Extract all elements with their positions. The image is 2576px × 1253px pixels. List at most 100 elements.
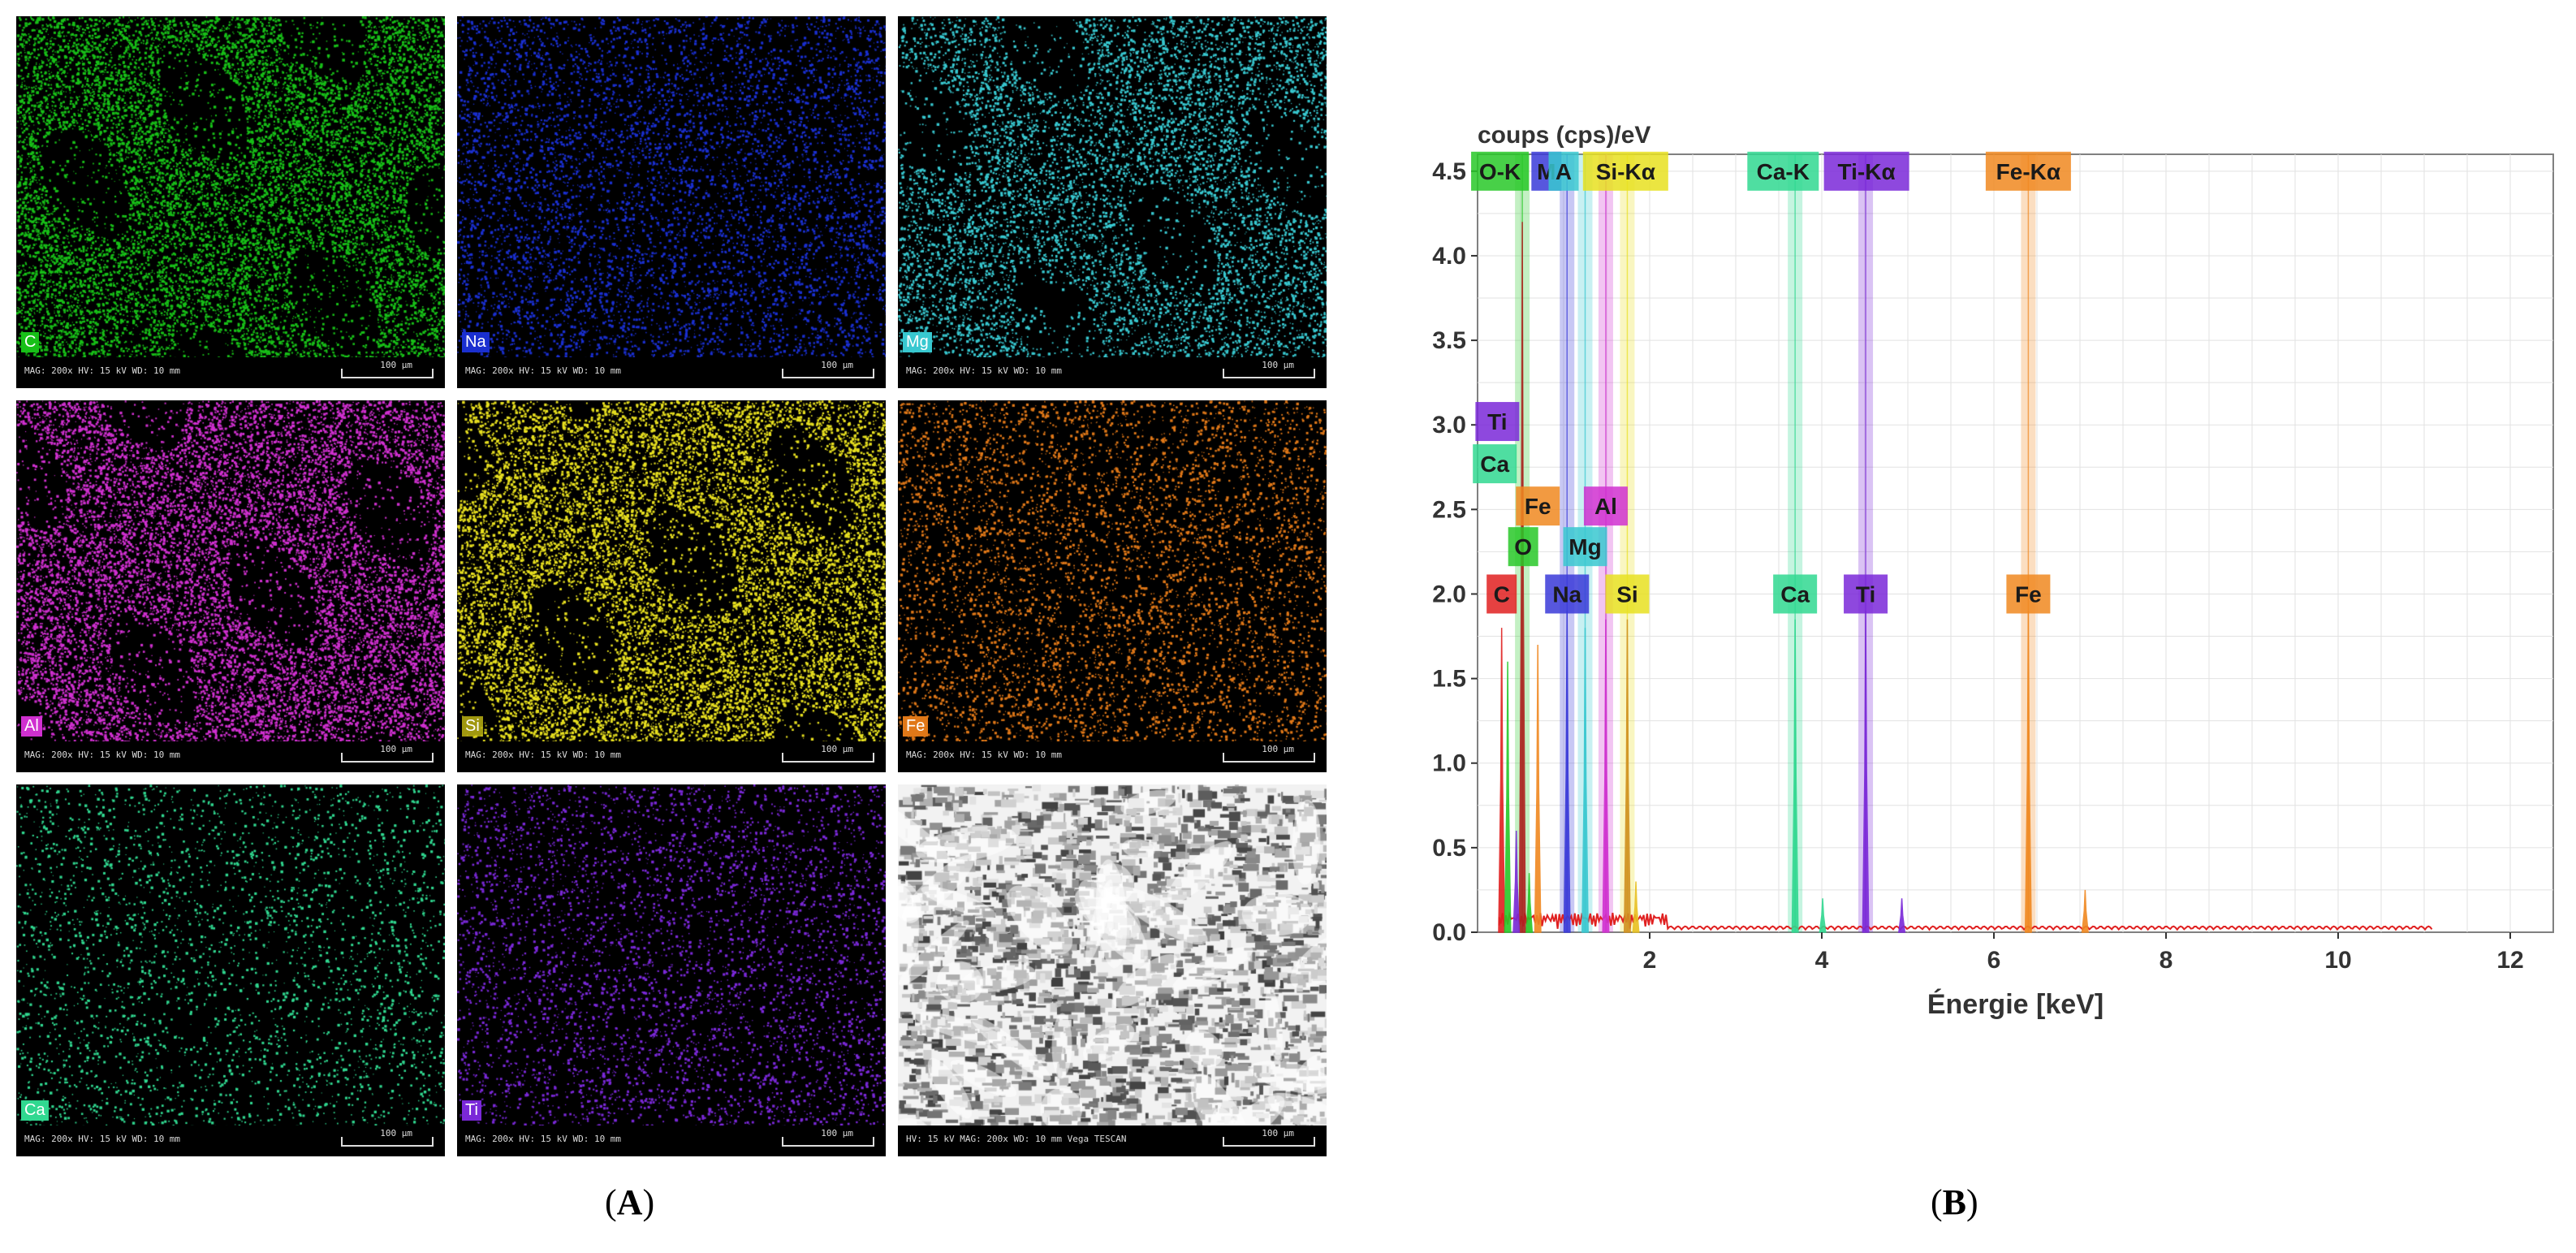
line-label-box	[1823, 151, 1909, 191]
line-label-box	[1582, 151, 1668, 191]
map-image	[898, 400, 1327, 772]
element-marker-box	[1583, 486, 1628, 526]
spectrum-peak	[1504, 661, 1512, 933]
scale-bar-label: 100 µm	[380, 360, 412, 370]
line-label-text: O-K	[1479, 159, 1521, 184]
element-marker-box	[1486, 574, 1517, 614]
element-marker: O	[1508, 527, 1538, 567]
scale-bar	[782, 369, 874, 378]
map-element-label: C	[21, 332, 40, 352]
map-footer: MAG: 200x HV: 15 kV WD: 10 mm 100 µm	[457, 741, 886, 772]
spectrum-peak	[1791, 619, 1799, 933]
map-image	[457, 16, 886, 388]
map-image	[16, 16, 445, 388]
map-element-label: Ca	[21, 1100, 49, 1121]
caption-a: (A)	[605, 1182, 654, 1223]
map-footer-text: HV: 15 kV MAG: 200x WD: 10 mm Vega TESCA…	[906, 1134, 1127, 1144]
x-axis-title: Énergie [keV]	[1927, 989, 2104, 1020]
map-footer-text: MAG: 200x HV: 15 kV WD: 10 mm	[465, 365, 622, 376]
y-tick-label: 1.0	[1432, 750, 1466, 777]
y-tick-label: 1.5	[1432, 666, 1466, 693]
caption-b-open: (	[1931, 1182, 1943, 1222]
element-marker-text: Fe	[1525, 494, 1551, 519]
element-marker: Si	[1605, 574, 1650, 614]
element-marker-box	[1516, 486, 1560, 526]
map-footer: MAG: 200x HV: 15 kV WD: 10 mm 100 µm	[898, 357, 1327, 388]
map-footer-text: MAG: 200x HV: 15 kV WD: 10 mm	[906, 750, 1063, 760]
line-label-text: Ti-Kα	[1838, 159, 1896, 184]
element-marker-box	[2006, 574, 2051, 614]
map-tile-sem: HV: 15 kV MAG: 200x WD: 10 mm Vega TESCA…	[898, 784, 1327, 1156]
element-marker-text: C	[1494, 581, 1510, 607]
line-label: Ti-Kα	[1823, 151, 1909, 191]
caption-b-letter: B	[1942, 1182, 1967, 1222]
line-label-text: Fe-Kα	[1996, 159, 2060, 184]
map-footer-text: MAG: 200x HV: 15 kV WD: 10 mm	[24, 365, 181, 376]
element-marker-box	[1563, 527, 1607, 567]
spectrum-peak	[1512, 831, 1521, 933]
element-marker-text: Ti	[1856, 581, 1875, 607]
y-tick-label: 2.0	[1432, 581, 1466, 607]
element-marker-text: Si	[1616, 581, 1638, 607]
element-marker-box	[1545, 574, 1590, 614]
element-marker-text: Na	[1552, 581, 1581, 607]
map-footer: MAG: 200x HV: 15 kV WD: 10 mm 100 µm	[16, 741, 445, 772]
map-element-label: Na	[462, 332, 490, 352]
element-marker: Ti	[1475, 402, 1520, 442]
map-footer: HV: 15 kV MAG: 200x WD: 10 mm Vega TESCA…	[898, 1126, 1327, 1156]
line-label-text: A	[1556, 159, 1572, 184]
element-marker: C	[1486, 574, 1517, 614]
scale-bar-label: 100 µm	[821, 744, 853, 754]
line-label: O-K	[1471, 151, 1530, 191]
plot-area	[1477, 153, 2554, 933]
spectrum-peak	[1518, 222, 1526, 933]
element-marker-box	[1475, 402, 1520, 442]
x-tick-label: 8	[2160, 947, 2173, 974]
line-label-box	[1548, 151, 1579, 191]
map-tile-ti: Ti MAG: 200x HV: 15 kV WD: 10 mm 100 µm	[457, 784, 886, 1156]
x-tick-label: 2	[1643, 947, 1657, 974]
scale-bar	[1223, 1137, 1315, 1147]
map-image	[898, 16, 1327, 388]
scale-bar-label: 100 µm	[821, 360, 853, 370]
map-element-label: Al	[21, 716, 42, 737]
caption-a-letter: A	[616, 1182, 643, 1222]
element-marker: Na	[1545, 574, 1590, 614]
element-marker: Fe	[1516, 486, 1560, 526]
scale-bar	[1223, 753, 1315, 763]
map-footer-text: MAG: 200x HV: 15 kV WD: 10 mm	[906, 365, 1063, 376]
element-marker-box	[1605, 574, 1650, 614]
spectrum-peak	[1534, 644, 1542, 933]
y-tick-label: 2.5	[1432, 496, 1466, 523]
line-label: Fe-Kα	[1985, 151, 2071, 191]
map-element-label: Ti	[462, 1100, 481, 1121]
y-tick-label: 3.5	[1432, 327, 1466, 354]
caption-a-close: )	[642, 1182, 655, 1222]
scale-bar	[782, 753, 874, 763]
y-tick-label: 0.0	[1432, 919, 1466, 946]
scale-bar	[341, 1137, 434, 1147]
spectrum-peak	[1563, 611, 1571, 933]
spectrum-peak	[1525, 873, 1534, 933]
scale-bar	[1223, 369, 1315, 378]
spectrum-peak	[2081, 889, 2089, 933]
map-footer-text: MAG: 200x HV: 15 kV WD: 10 mm	[465, 750, 622, 760]
element-maps-panel: C MAG: 200x HV: 15 kV WD: 10 mm 100 µm Na MA…	[16, 16, 1327, 1161]
map-tile-ca: Ca MAG: 200x HV: 15 kV WD: 10 mm 100 µm	[16, 784, 445, 1156]
map-tile-fe: Fe MAG: 200x HV: 15 kV WD: 10 mm 100 µm	[898, 400, 1327, 772]
element-marker-text: Ti	[1487, 409, 1507, 434]
scale-bar-label: 100 µm	[1262, 744, 1294, 754]
line-label-box	[1985, 151, 2071, 191]
line-label-box	[1747, 151, 1819, 191]
spectrum-peak	[1819, 898, 1827, 933]
map-image	[16, 400, 445, 772]
map-image	[16, 784, 445, 1156]
map-image	[457, 400, 886, 772]
scale-bar-label: 100 µm	[1262, 1128, 1294, 1139]
y-tick-label: 0.5	[1432, 835, 1466, 862]
line-label-box	[1471, 151, 1530, 191]
element-marker-text: Ca	[1480, 452, 1509, 477]
spectrum-peak	[2024, 611, 2032, 933]
spectrum-peak	[1602, 619, 1610, 933]
scale-bar	[341, 369, 434, 378]
